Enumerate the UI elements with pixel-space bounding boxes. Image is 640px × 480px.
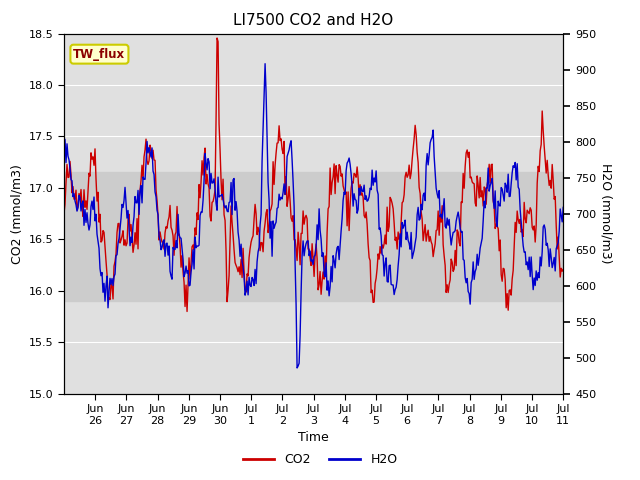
- Y-axis label: H2O (mmol/m3): H2O (mmol/m3): [600, 163, 612, 264]
- Title: LI7500 CO2 and H2O: LI7500 CO2 and H2O: [234, 13, 394, 28]
- Legend: CO2, H2O: CO2, H2O: [237, 448, 403, 471]
- X-axis label: Time: Time: [298, 431, 329, 444]
- Bar: [64, 172, 563, 301]
- Text: TW_flux: TW_flux: [74, 48, 125, 60]
- Y-axis label: CO2 (mmol/m3): CO2 (mmol/m3): [10, 164, 23, 264]
